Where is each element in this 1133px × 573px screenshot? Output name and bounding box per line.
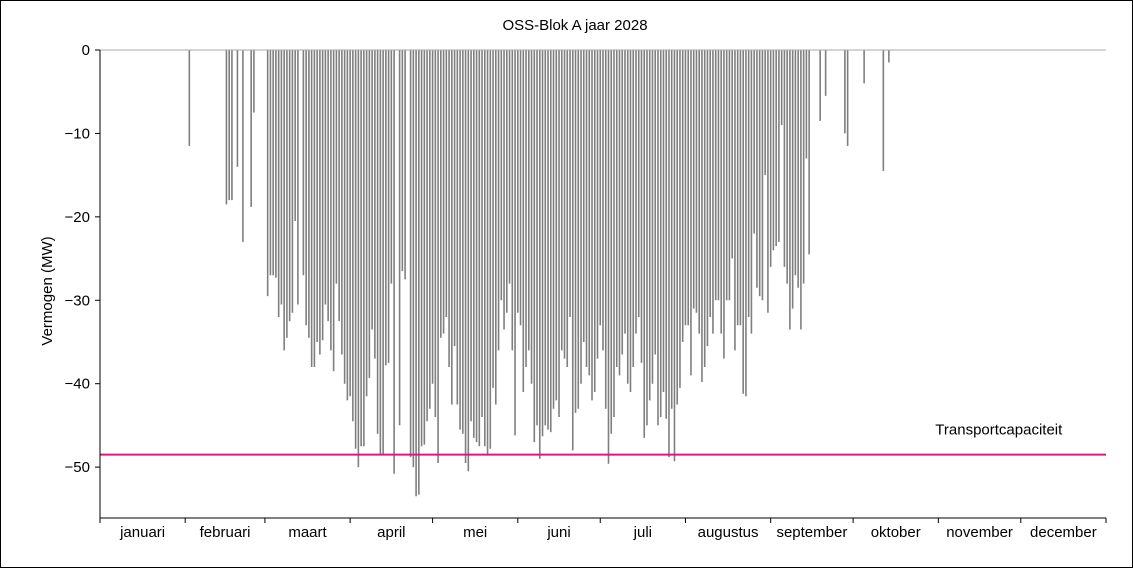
y-tick-label-4: −40 — [65, 376, 90, 393]
month-label-april: april — [377, 524, 405, 541]
month-label-januari: januari — [119, 524, 165, 541]
month-label-juli: juli — [633, 524, 652, 541]
month-label-september: september — [776, 524, 847, 541]
month-label-juni: juni — [546, 524, 570, 541]
y-ticks: 0 −10 −20 −30 −40 −50 — [65, 42, 100, 476]
chart-title: OSS-Blok A jaar 2028 — [502, 17, 647, 34]
bar-series — [188, 50, 890, 497]
x-ticks: januari februari maart april mei juni juli augu… — [99, 518, 1107, 541]
month-label-november: november — [946, 524, 1013, 541]
y-tick-label-2: −20 — [65, 209, 90, 226]
month-label-maart: maart — [288, 524, 327, 541]
month-label-augustus: augustus — [698, 524, 759, 541]
y-tick-label-1: −10 — [65, 125, 90, 142]
y-axis-label: Vermogen (MW) — [39, 236, 56, 345]
month-label-december: december — [1030, 524, 1097, 541]
month-label-mei: mei — [463, 524, 487, 541]
y-tick-label-5: −50 — [65, 459, 90, 476]
month-label-oktober: oktober — [871, 524, 921, 541]
y-tick-label-3: −30 — [65, 292, 90, 309]
month-label-februari: februari — [200, 524, 251, 541]
y-tick-label-0: 0 — [82, 42, 90, 59]
capacity-label: Transportcapaciteit — [935, 422, 1063, 439]
